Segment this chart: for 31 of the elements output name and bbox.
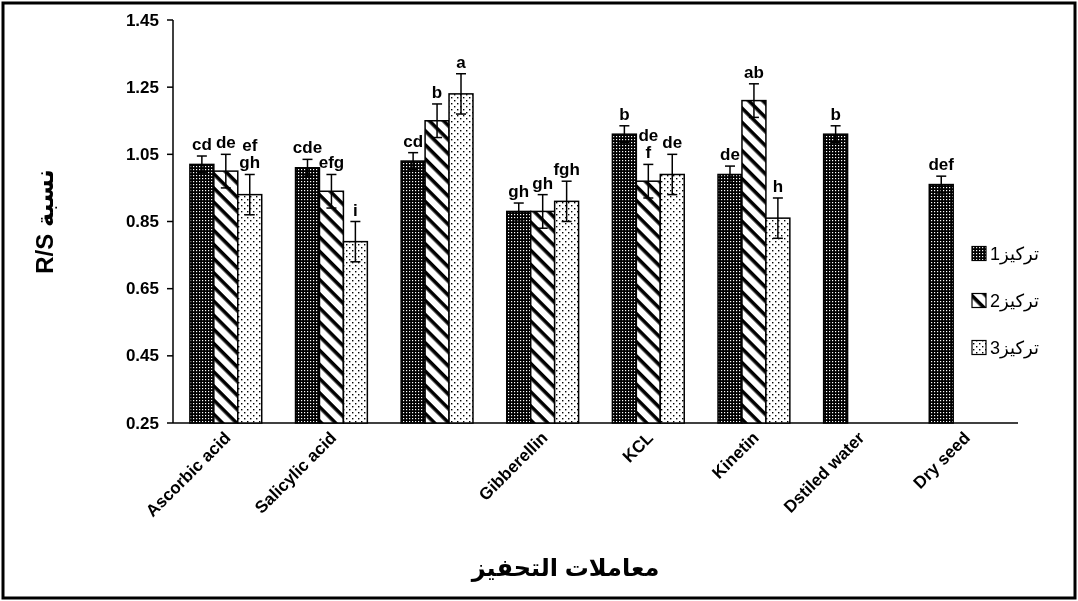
data-label: de f <box>638 126 659 163</box>
data-label: b <box>431 82 443 102</box>
y-axis-title: نسبة R/S <box>30 169 58 274</box>
data-label: a <box>456 52 467 72</box>
y-tick-label: 1.05 <box>125 144 159 164</box>
data-label: gh <box>508 182 530 202</box>
x-tick-label: KCL <box>618 428 658 467</box>
y-tick-label: 0.65 <box>125 279 159 299</box>
data-label: de <box>720 145 740 165</box>
data-label: cd <box>191 135 212 155</box>
data-label: h <box>772 176 784 196</box>
data-label: b <box>830 104 841 124</box>
data-label: cd <box>403 131 424 151</box>
y-tick-label: 1.25 <box>125 77 159 97</box>
y-tick-label: 0.45 <box>125 346 159 366</box>
x-axis-title: معاملات التحفيز <box>470 554 660 582</box>
data-label: ef gh <box>239 136 261 173</box>
data-label: def <box>928 155 955 175</box>
data-label: b <box>619 104 630 124</box>
data-label: gh <box>532 173 554 193</box>
y-tick-label: 1.45 <box>125 10 159 30</box>
data-label: de <box>662 133 683 153</box>
data-label: fgh <box>553 160 580 180</box>
data-label: ab <box>744 62 764 82</box>
y-tick-label: 0.25 <box>125 413 159 433</box>
data-label: i <box>353 200 358 220</box>
legend-label: تركيز2 <box>990 290 1039 312</box>
legend-label: تركيز3 <box>990 337 1039 359</box>
data-label: de <box>215 133 236 153</box>
legend-label: تركيز1 <box>990 243 1039 265</box>
y-tick-label: 0.85 <box>125 212 159 231</box>
